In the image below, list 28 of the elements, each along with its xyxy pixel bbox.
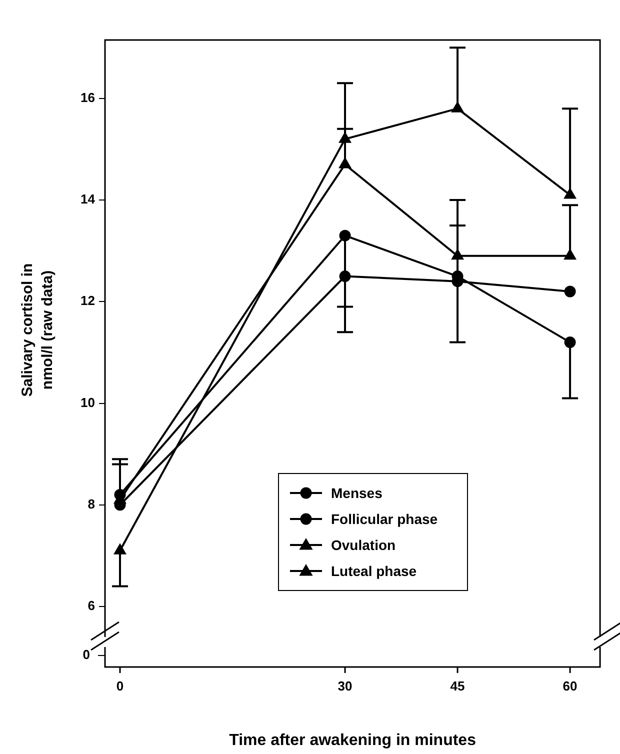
x-tick-label: 0: [116, 678, 124, 694]
legend-label: Follicular phase: [331, 511, 438, 527]
point: [339, 230, 351, 242]
y-tick-label: 16: [80, 90, 95, 106]
legend-label: Menses: [331, 485, 382, 501]
y-tick-label: 8: [88, 496, 95, 512]
point: [339, 132, 351, 143]
point: [452, 102, 464, 112]
y-tick-label: 14: [80, 192, 96, 207]
point: [452, 249, 464, 260]
point: [339, 158, 351, 168]
legend-label: Ovulation: [331, 537, 396, 553]
x-tick-label: 60: [562, 678, 578, 694]
text: 0: [82, 647, 90, 662]
x-tick-label: 30: [338, 678, 352, 694]
point: [564, 336, 576, 348]
point: [564, 249, 576, 260]
point: [339, 270, 351, 282]
y-tick-label: 10: [80, 394, 95, 410]
y-tick-label: 6: [88, 598, 95, 614]
legend-label: Luteal phase: [331, 563, 417, 579]
y-tick-label: 12: [80, 293, 95, 308]
x-tick-label: 45: [450, 678, 465, 694]
x-axis-title: Time after awakening in minutes: [229, 732, 476, 749]
point: [114, 488, 126, 500]
y-axis-title: Salivary cortisol in nmol/l (raw data): [18, 262, 57, 399]
point: [564, 188, 576, 199]
point: [564, 286, 576, 298]
